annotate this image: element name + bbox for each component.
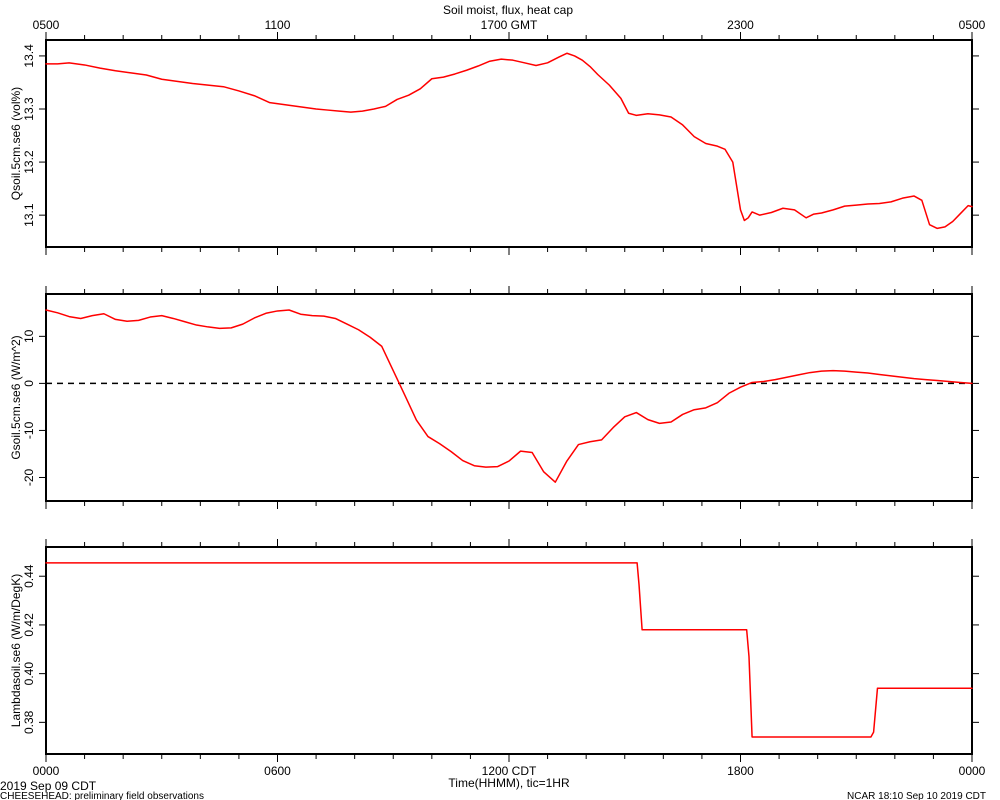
plot-frame [45, 39, 973, 248]
top-axis-tick-label: 2300 [727, 18, 754, 32]
bottom-axis-label: Time(HHMM), tic=1HR [448, 776, 570, 790]
y-axis-label: Gsoil.5cm.se6 (W/m^2) [9, 335, 23, 459]
footer-left: CHEESEHEAD: preliminary field observatio… [0, 791, 204, 800]
y-tick-label: 0.42 [22, 613, 36, 637]
bottom-axis-tick-label: 0600 [264, 764, 291, 778]
chart-title: Soil moist, flux, heat cap [443, 3, 573, 17]
y-tick-label: 0.44 [22, 564, 36, 588]
bottom-axis-tick-label: 0000 [33, 764, 60, 778]
y-tick-label: -20 [22, 468, 36, 486]
series-line-1 [45, 562, 973, 738]
y-tick-label: 13.1 [22, 203, 36, 227]
bottom-axis-tick-label: 0000 [959, 764, 986, 778]
y-tick-label: 13.2 [22, 150, 36, 174]
top-axis-tick-label: 1100 [265, 18, 291, 32]
y-tick-label: 10 [22, 329, 36, 343]
bottom-axis-tick-label: 1200 CDT [482, 764, 537, 778]
bottom-axis-tick-label: 1800 [727, 764, 754, 778]
date-label: 2019 Sep 09 CDT [0, 779, 97, 793]
top-axis-tick-label: 0500 [959, 18, 986, 32]
top-axis-tick-label: 1700 GMT [481, 18, 538, 32]
series-line-1 [45, 309, 973, 483]
plots-layer: 13.1 13.2 13.3 13.4 Qsoil.5cm.se6 (vol%) 0500… [9, 18, 986, 778]
footer-right: NCAR 18:10 Sep 10 2019 CDT [847, 791, 986, 800]
plot-frame [45, 293, 973, 502]
y-axis-label: Lambdasoil.se6 (W/m/DegK) [9, 574, 23, 727]
y-tick-label: -10 [22, 421, 36, 439]
y-tick-label: 0.38 [22, 710, 36, 734]
y-tick-label: 13.4 [22, 44, 36, 68]
y-axis-label: Qsoil.5cm.se6 (vol%) [9, 87, 23, 200]
plot-frame [45, 546, 973, 755]
series-line-1 [45, 52, 973, 230]
y-tick-label: 0.40 [22, 662, 36, 686]
top-axis-tick-label: 0500 [33, 18, 60, 32]
panel-1: 13.1 13.2 13.3 13.4 Qsoil.5cm.se6 (vol%) 0500… [9, 18, 986, 255]
y-tick-label: 0 [22, 380, 36, 387]
y-tick-label: 13.3 [22, 97, 36, 121]
